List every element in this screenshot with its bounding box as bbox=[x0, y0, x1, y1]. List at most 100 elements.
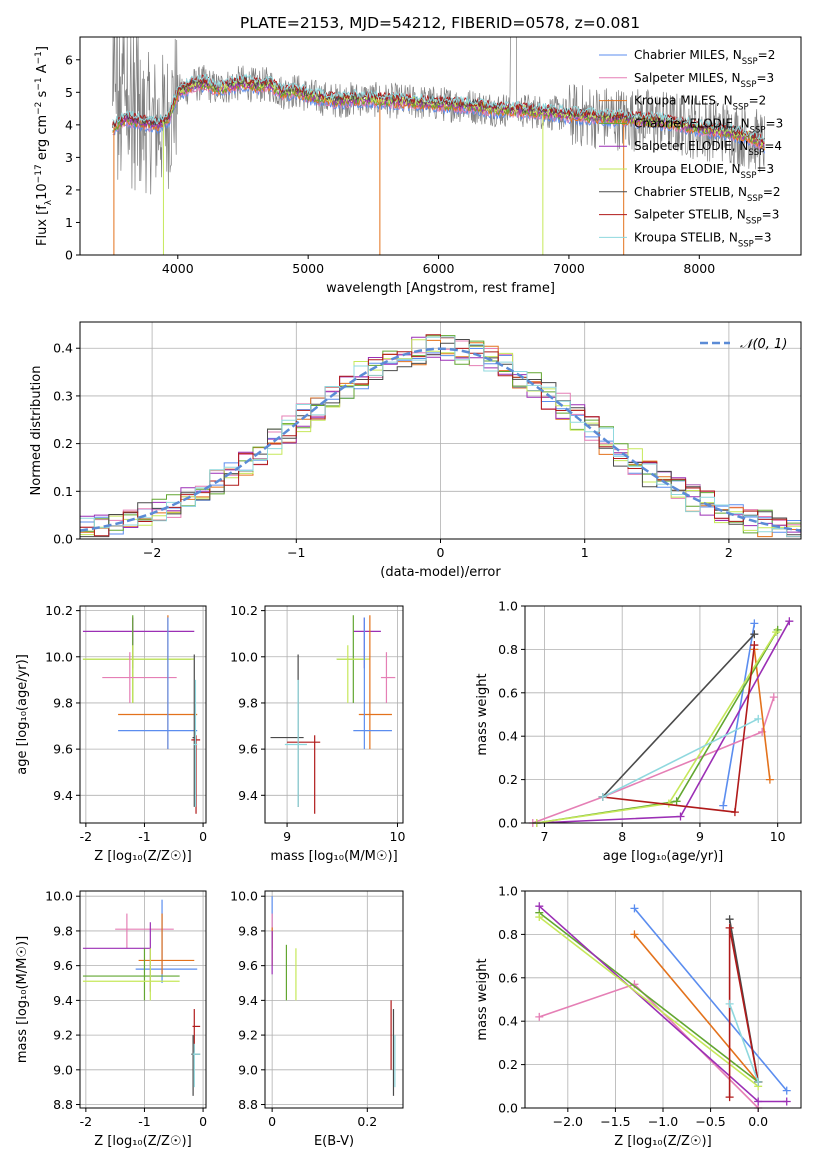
x-tick-label: -1 bbox=[138, 1114, 150, 1129]
weight-marker-salp_elodie bbox=[676, 812, 685, 821]
y-tick-label: 0 bbox=[65, 248, 73, 263]
weight-line-salp_miles bbox=[532, 696, 775, 824]
legend-label-chab_stelib: Chabrier STELIB, NSSP=2 bbox=[634, 185, 781, 204]
axes-frame bbox=[79, 605, 207, 824]
weight-marker-krou_miles bbox=[765, 775, 774, 784]
y-tick-label: 0.2 bbox=[53, 436, 73, 451]
weight-marker-krou_stelib bbox=[725, 999, 734, 1008]
weight-marker-chab_miles bbox=[630, 904, 639, 913]
y-tick-label: 9.4 bbox=[53, 993, 73, 1008]
errorbars bbox=[271, 896, 396, 1096]
y-axis-label: Flux [fλ10−17 erg cm−2 s−1 A−1] bbox=[34, 46, 54, 246]
weight-line-chab_miles bbox=[722, 623, 756, 806]
axes-frame bbox=[524, 605, 802, 824]
axes-frame bbox=[264, 890, 404, 1109]
weight-marker-chab_miles bbox=[782, 1086, 791, 1095]
x-tick-label: 9 bbox=[696, 829, 704, 844]
weight-line-krou_elodie bbox=[538, 916, 759, 1087]
x-tick-label: 8000 bbox=[683, 261, 715, 276]
y-tick-label: 8.8 bbox=[238, 1097, 258, 1112]
x-tick-label: 0.0 bbox=[748, 1114, 768, 1129]
y-tick-label: 9.0 bbox=[238, 1062, 258, 1077]
y-tick-label: 10.2 bbox=[230, 603, 258, 618]
x-tick-label: 0 bbox=[437, 545, 445, 560]
y-tick-label: 0.3 bbox=[53, 388, 73, 403]
legend-label-salp_miles: Salpeter MILES, NSSP=3 bbox=[634, 71, 774, 90]
normal-curve bbox=[79, 347, 802, 532]
y-tick-label: 9.8 bbox=[238, 923, 258, 938]
x-tick-label: 9 bbox=[283, 829, 291, 844]
y-tick-label: 0.6 bbox=[498, 970, 518, 985]
y-tick-label: 9.6 bbox=[238, 742, 258, 757]
x-axis-label: wavelength [Angstrom, rest frame] bbox=[326, 281, 555, 296]
y-tick-label: 1.0 bbox=[498, 599, 518, 614]
weight-marker-krou_elodie bbox=[535, 913, 544, 922]
observed-spectrum bbox=[112, 37, 765, 195]
x-tick-label: 4000 bbox=[162, 261, 194, 276]
weight-marker-krou_miles bbox=[630, 930, 639, 939]
y-tick-label: 0.4 bbox=[498, 729, 518, 744]
x-tick-label: -1 bbox=[138, 829, 150, 844]
histogram-salp_stelib bbox=[80, 334, 801, 538]
y-tick-label: 9.4 bbox=[53, 788, 73, 803]
y-tick-label: 2 bbox=[65, 182, 73, 197]
y-axis-label: age [log₁₀(age/yr)] bbox=[15, 654, 30, 775]
y-tick-label: 0.8 bbox=[498, 642, 518, 657]
x-tick-label: 0.2 bbox=[357, 1114, 377, 1129]
x-tick-label: 10 bbox=[390, 829, 406, 844]
y-tick-label: 8.8 bbox=[53, 1097, 73, 1112]
y-tick-label: 9.6 bbox=[238, 958, 258, 973]
x-tick-label: −1 bbox=[287, 545, 305, 560]
weight-marker-krou_stelib bbox=[754, 1077, 763, 1086]
y-tick-label: 9.2 bbox=[53, 1028, 73, 1043]
x-tick-label: 2 bbox=[725, 545, 733, 560]
y-tick-label: 10.2 bbox=[45, 603, 73, 618]
x-tick-label: 5000 bbox=[292, 261, 324, 276]
x-tick-label: 7 bbox=[540, 829, 548, 844]
weight-line-krou_miles bbox=[633, 933, 759, 1083]
weight-marker-krou_elodie bbox=[772, 628, 781, 637]
legend-label-chab_miles: Chabrier MILES, NSSP=2 bbox=[634, 48, 775, 67]
y-tick-label: 1 bbox=[65, 215, 73, 230]
legend-label-krou_elodie: Kroupa ELODIE, NSSP=3 bbox=[634, 162, 774, 181]
weight-lines bbox=[528, 617, 794, 827]
weight-marker-krou_stelib bbox=[754, 714, 763, 723]
axes-frame bbox=[264, 605, 404, 824]
weight-marker-chab_miles bbox=[750, 619, 759, 628]
weight-marker-salp_stelib bbox=[730, 808, 739, 817]
y-axis-label: Normed distribution bbox=[29, 366, 44, 496]
histogram-krou_stelib bbox=[80, 336, 801, 538]
y-tick-label: 9.4 bbox=[238, 788, 258, 803]
x-tick-label: -2 bbox=[80, 829, 92, 844]
y-tick-label: 9.0 bbox=[53, 1062, 73, 1077]
weight-marker-salp_elodie bbox=[754, 1097, 763, 1106]
x-tick-label: −2 bbox=[143, 545, 161, 560]
y-tick-label: 0.6 bbox=[498, 685, 518, 700]
y-tick-label: 0.0 bbox=[498, 816, 518, 831]
x-tick-label: 7000 bbox=[553, 261, 585, 276]
y-tick-label: 9.8 bbox=[53, 695, 73, 710]
weight-marker-krou_stelib bbox=[598, 792, 607, 801]
y-tick-label: 9.6 bbox=[53, 742, 73, 757]
x-tick-label: -2 bbox=[80, 1114, 92, 1129]
x-axis-label: Z [log₁₀(Z/Z☉)] bbox=[614, 1134, 711, 1149]
x-axis-label: Z [log₁₀(Z/Z☉)] bbox=[94, 849, 191, 864]
y-tick-label: 0.0 bbox=[498, 1101, 518, 1116]
histograms bbox=[79, 334, 802, 538]
x-tick-label: 6000 bbox=[423, 261, 455, 276]
x-tick-label: −1.0 bbox=[648, 1114, 678, 1129]
spectrum-lines bbox=[112, 37, 765, 255]
weight-line-krou_stelib bbox=[728, 1003, 759, 1083]
y-tick-label: 6 bbox=[65, 52, 73, 67]
axes-frame bbox=[79, 890, 207, 1109]
y-tick-label: 9.8 bbox=[238, 695, 258, 710]
y-tick-label: 0.4 bbox=[498, 1014, 518, 1029]
errorbars bbox=[82, 899, 201, 1096]
weight-marker-salp_stelib bbox=[750, 641, 759, 650]
x-axis-label: E(B-V) bbox=[314, 1134, 354, 1149]
legend-label-gauss: 𝒩(0, 1) bbox=[740, 337, 787, 352]
y-tick-label: 0.2 bbox=[498, 772, 518, 787]
weight-marker-salp_miles bbox=[535, 1012, 544, 1021]
legend-label-salp_stelib: Salpeter STELIB, NSSP=3 bbox=[634, 208, 779, 227]
errorbars bbox=[270, 615, 396, 814]
